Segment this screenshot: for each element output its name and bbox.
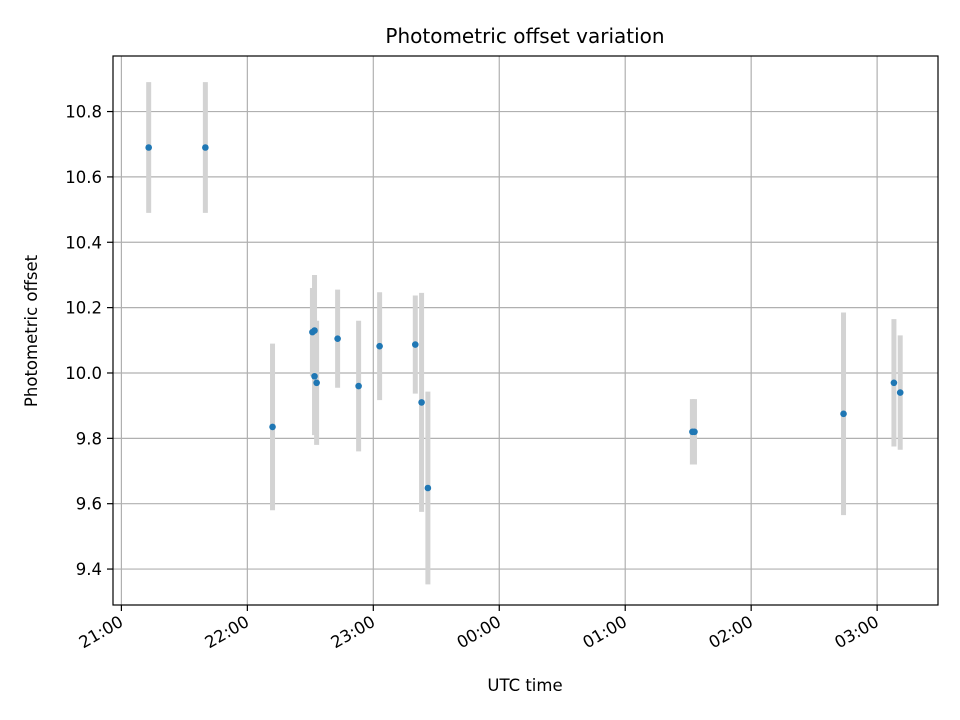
y-tick-label: 10.6 — [65, 168, 102, 187]
y-tick-label: 10.4 — [65, 233, 102, 252]
data-point — [355, 382, 362, 390]
x-tick-label: 23:00 — [328, 612, 379, 652]
y-tick-label: 10.2 — [65, 299, 102, 318]
y-tick-label: 9.4 — [76, 560, 102, 579]
x-axis-label: UTC time — [487, 676, 562, 695]
y-tick-label: 10.0 — [65, 364, 102, 383]
data-point — [145, 144, 152, 151]
data-point — [376, 342, 383, 350]
data-point — [334, 335, 341, 342]
plot-frame — [112, 55, 939, 606]
data-point — [840, 410, 847, 418]
data-point — [313, 379, 320, 387]
y-tick-label: 9.8 — [76, 429, 102, 448]
x-tick-label: 03:00 — [831, 612, 882, 652]
data-point — [311, 327, 318, 334]
data-points — [145, 144, 904, 492]
x-tick-label: 01:00 — [580, 612, 631, 652]
x-tick-label: 21:00 — [76, 612, 127, 652]
y-axis-label: Photometric offset — [22, 254, 41, 407]
data-point — [424, 484, 432, 492]
x-axis: 21:00 22:00 23:00 00:00 01:00 02:00 03:00 — [76, 605, 882, 652]
grid — [113, 56, 938, 605]
y-tick-label: 9.6 — [76, 495, 102, 514]
data-point — [411, 341, 419, 348]
data-point — [269, 423, 276, 431]
x-tick-label: 02:00 — [705, 612, 756, 652]
y-axis: 9.4 9.6 9.8 10.0 10.2 10.4 10.6 10.8 — [65, 103, 113, 579]
data-point — [202, 144, 209, 151]
x-tick-label: 22:00 — [202, 612, 253, 652]
data-point — [691, 428, 698, 436]
y-tick-label: 10.8 — [65, 103, 102, 122]
data-point — [311, 372, 318, 380]
data-point — [896, 389, 904, 396]
chart-title: Photometric offset variation — [385, 24, 664, 48]
error-bars — [146, 82, 903, 585]
data-point — [890, 379, 898, 387]
data-point — [418, 399, 425, 406]
x-tick-label: 00:00 — [454, 612, 505, 652]
